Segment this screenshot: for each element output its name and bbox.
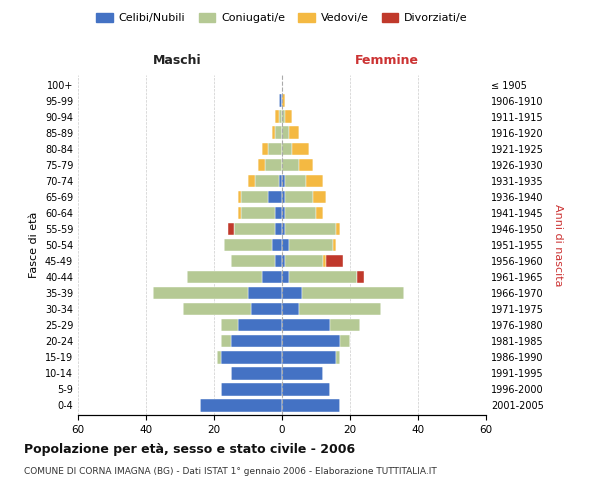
Bar — [329, 319, 360, 332]
Bar — [275, 206, 282, 219]
Bar — [333, 238, 337, 252]
Bar — [235, 222, 275, 235]
Bar — [326, 255, 343, 268]
Bar — [238, 190, 241, 203]
Bar — [275, 255, 282, 268]
Bar — [357, 271, 364, 283]
Bar — [282, 303, 299, 316]
Bar — [268, 190, 282, 203]
Bar — [265, 158, 282, 171]
Bar — [299, 158, 313, 171]
Bar — [282, 126, 289, 139]
Text: Popolazione per età, sesso e stato civile - 2006: Popolazione per età, sesso e stato civil… — [24, 442, 355, 456]
Bar — [262, 271, 282, 283]
Bar — [221, 383, 282, 396]
Bar — [278, 174, 282, 187]
Bar — [286, 255, 323, 268]
Bar — [282, 383, 329, 396]
Bar — [231, 335, 282, 347]
Bar — [227, 222, 235, 235]
Bar — [241, 190, 268, 203]
Bar — [272, 238, 282, 252]
Bar — [282, 174, 286, 187]
Bar — [289, 238, 333, 252]
Bar — [282, 238, 289, 252]
Bar — [248, 174, 255, 187]
Bar — [241, 206, 275, 219]
Bar — [248, 287, 282, 300]
Bar — [282, 94, 286, 107]
Bar — [282, 319, 329, 332]
Bar — [286, 110, 292, 123]
Bar — [221, 335, 231, 347]
Bar — [272, 126, 275, 139]
Bar — [255, 174, 278, 187]
Bar — [153, 287, 248, 300]
Bar — [299, 303, 380, 316]
Text: Femmine: Femmine — [355, 54, 419, 68]
Bar — [282, 142, 292, 155]
Bar — [251, 303, 282, 316]
Bar — [278, 94, 282, 107]
Y-axis label: Anni di nascita: Anni di nascita — [553, 204, 563, 286]
Bar — [221, 351, 282, 364]
Bar — [282, 287, 302, 300]
Bar — [224, 238, 272, 252]
Bar — [268, 142, 282, 155]
Bar — [289, 126, 299, 139]
Bar — [275, 126, 282, 139]
Bar — [275, 110, 278, 123]
Bar — [337, 351, 340, 364]
Bar — [282, 367, 323, 380]
Bar — [231, 367, 282, 380]
Bar — [282, 206, 286, 219]
Y-axis label: Fasce di età: Fasce di età — [29, 212, 39, 278]
Text: COMUNE DI CORNA IMAGNA (BG) - Dati ISTAT 1° gennaio 2006 - Elaborazione TUTTITAL: COMUNE DI CORNA IMAGNA (BG) - Dati ISTAT… — [24, 468, 437, 476]
Bar — [340, 335, 350, 347]
Bar — [275, 222, 282, 235]
Bar — [286, 222, 337, 235]
Bar — [337, 222, 340, 235]
Bar — [313, 190, 326, 203]
Bar — [282, 110, 286, 123]
Legend: Celibi/Nubili, Coniugati/e, Vedovi/e, Divorziati/e: Celibi/Nubili, Coniugati/e, Vedovi/e, Di… — [92, 8, 472, 28]
Bar — [306, 174, 323, 187]
Bar — [238, 319, 282, 332]
Bar — [258, 158, 265, 171]
Bar — [184, 303, 251, 316]
Bar — [282, 351, 337, 364]
Bar — [289, 271, 357, 283]
Bar — [286, 190, 313, 203]
Bar — [282, 255, 286, 268]
Bar — [323, 255, 326, 268]
Bar — [200, 399, 282, 411]
Bar — [282, 190, 286, 203]
Bar — [282, 399, 340, 411]
Bar — [278, 110, 282, 123]
Bar — [187, 271, 262, 283]
Bar — [217, 351, 221, 364]
Bar — [221, 319, 238, 332]
Bar — [316, 206, 323, 219]
Bar — [302, 287, 404, 300]
Bar — [282, 335, 340, 347]
Bar — [282, 271, 289, 283]
Bar — [286, 174, 306, 187]
Text: Maschi: Maschi — [152, 54, 202, 68]
Bar — [231, 255, 275, 268]
Bar — [286, 206, 316, 219]
Bar — [282, 158, 299, 171]
Bar — [262, 142, 268, 155]
Bar — [282, 222, 286, 235]
Bar — [292, 142, 309, 155]
Bar — [238, 206, 241, 219]
